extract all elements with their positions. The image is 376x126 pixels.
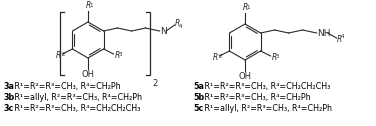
Text: 1: 1 [247,5,250,10]
Text: R¹=R²=R³=CH₃, R⁴=CH₂Ph: R¹=R²=R³=CH₃, R⁴=CH₂Ph [12,82,121,91]
Text: R¹=R²=R³=CH₃, R⁴=CH₂CH₂CH₃: R¹=R²=R³=CH₃, R⁴=CH₂CH₂CH₃ [12,104,140,113]
Text: 2: 2 [219,54,223,58]
Text: R: R [213,54,218,62]
Text: R¹=allyl, R²=R³=CH₃, R⁴=CH₂Ph: R¹=allyl, R²=R³=CH₃, R⁴=CH₂Ph [12,93,142,102]
Text: R: R [85,1,91,10]
Text: 3a: 3a [3,82,14,91]
Text: 2: 2 [152,79,157,88]
Text: R: R [56,52,61,60]
Text: R: R [243,3,248,12]
Text: 1: 1 [90,3,93,8]
Text: 4: 4 [341,35,344,39]
Text: 3b: 3b [3,93,14,102]
Text: R¹=R²=R³=CH₃, R⁴=CH₂CH₂CH₃: R¹=R²=R³=CH₃, R⁴=CH₂CH₂CH₃ [202,82,331,91]
Text: 5a: 5a [193,82,204,91]
Text: R¹=R²=R³=CH₃, R⁴=CH₂Ph: R¹=R²=R³=CH₃, R⁴=CH₂Ph [202,93,311,102]
Text: OH: OH [238,72,252,81]
Text: R: R [337,35,342,43]
Text: R¹=allyl, R²=R³=CH₃, R⁴=CH₂Ph: R¹=allyl, R²=R³=CH₃, R⁴=CH₂Ph [202,104,332,113]
Text: 3c: 3c [3,104,13,113]
Text: R: R [175,20,180,28]
Text: 4: 4 [179,24,183,28]
Text: 3: 3 [118,52,122,56]
Text: R: R [271,54,277,62]
Text: 2: 2 [62,52,65,56]
Text: R: R [115,52,120,60]
Text: 5c: 5c [193,104,203,113]
Text: 5b: 5b [193,93,204,102]
Text: OH: OH [82,70,94,79]
Text: NH: NH [318,28,331,38]
Text: 3: 3 [276,54,279,58]
Text: N: N [161,26,167,36]
